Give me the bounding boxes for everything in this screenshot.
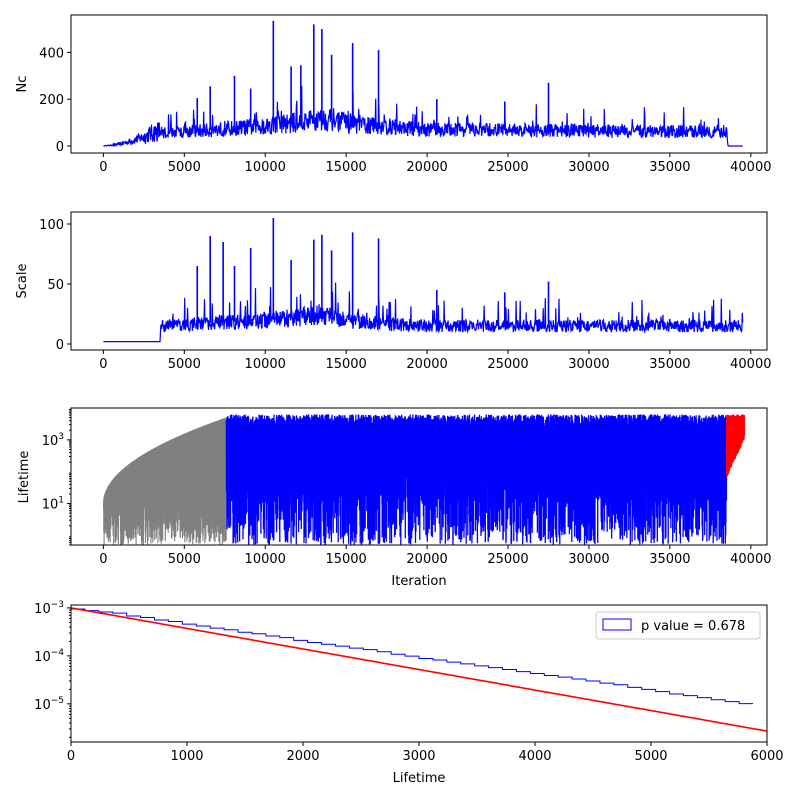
lifetime-x-ticks: 0 5000 10000 15000 20000 25000 30000 35000 40000 [99,545,771,567]
series-line [103,282,744,343]
nc-axes-frame [70,14,768,154]
x-tick-label: 40000 [730,357,771,372]
x-tick-label: 30000 [568,160,609,175]
x-tick-label: 4000 [518,749,551,764]
legend-box [595,611,761,640]
x-tick-label: 25000 [487,552,528,567]
y-tick-label: 50 [47,278,64,293]
y-tick-label: 101 [42,496,64,513]
x-tick-label: 15000 [325,160,366,175]
x-tick-label: 3000 [402,749,435,764]
x-tick-label: 10000 [245,357,286,372]
x-tick-label: 30000 [568,552,609,567]
sampling-series [225,414,728,545]
y-tick-label: 0 [56,338,64,353]
scale-y-ticks: 0 50 100 [39,218,71,353]
x-tick-label: 30000 [568,357,609,372]
x-tick-label: 20000 [406,357,447,372]
nc-x-ticks: 0 5000 10000 15000 20000 25000 30000 35000 40000 [99,153,771,175]
histogram-x-ticks: 0 1000 2000 3000 4000 5000 6000 [67,742,784,764]
x-tick-label: 0 [99,160,107,175]
end-series [725,414,746,477]
scale-x-ticks: 0 5000 10000 15000 20000 25000 30000 35000 40000 [99,350,771,372]
x-tick-label: 20000 [406,160,447,175]
lifetime-y-ticks: 101 103 [42,408,71,546]
histogram-series [71,607,767,732]
x-tick-label: 0 [67,749,75,764]
y-tick-label: 10−5 [34,696,64,713]
x-tick-label: 15000 [325,357,366,372]
x-tick-label: 0 [99,357,107,372]
scale-panel: 0 5000 10000 15000 20000 25000 30000 35000 40000… [15,211,771,372]
y-tick-label: 100 [39,218,64,233]
lifetime-series [102,414,746,545]
histogram-y-ticks: 10−5 10−4 10−3 [34,600,71,738]
legend-label: p value = 0.678 [641,619,745,634]
x-tick-label: 35000 [649,160,690,175]
y-tick-label: 10−4 [34,648,64,665]
lifetime-panel: 0 5000 10000 15000 20000 25000 30000 35000 40000… [17,407,771,589]
x-tick-label: 1000 [170,749,203,764]
x-tick-label: 0 [99,552,107,567]
x-tick-label: 2000 [286,749,319,764]
x-tick-label: 5000 [168,160,201,175]
x-tick-label: 25000 [487,357,528,372]
y-tick-label: 200 [39,93,64,108]
lifetime-y-axis-label: Lifetime [17,451,32,504]
nc-series [103,20,743,148]
y-tick-label: 400 [39,46,64,61]
x-tick-label: 6000 [750,749,783,764]
scale-series [103,218,744,343]
series-line [103,85,743,148]
fit-line [71,607,767,732]
x-tick-label: 35000 [649,357,690,372]
legend-swatch [602,618,632,631]
y-tick-label: 10−3 [34,600,64,617]
x-tick-label: 20000 [406,552,447,567]
nc-panel: 0 5000 10000 15000 20000 25000 30000 35000 40000… [15,14,771,175]
nc-y-axis-label: Nc [15,76,30,93]
legend: p value = 0.678 [595,611,761,640]
x-tick-label: 35000 [649,552,690,567]
iteration-x-axis-label: Iteration [391,574,446,589]
x-tick-label: 40000 [730,552,771,567]
y-tick-label: 103 [42,432,64,449]
histogram-steps [71,608,754,705]
histogram-panel: 0 1000 2000 3000 4000 5000 6000 10−5 10−4 10−3 L… [34,600,783,786]
x-tick-label: 15000 [325,552,366,567]
x-tick-label: 40000 [730,160,771,175]
burn-in-series [102,417,228,545]
x-tick-label: 10000 [245,552,286,567]
x-tick-label: 5000 [168,357,201,372]
scale-y-axis-label: Scale [15,264,30,299]
scale-axes-frame [70,211,768,351]
nc-y-ticks: 0 200 400 [39,46,71,155]
x-tick-label: 10000 [245,160,286,175]
x-tick-label: 5000 [168,552,201,567]
x-tick-label: 25000 [487,160,528,175]
y-tick-label: 0 [56,140,64,155]
lifetime-x-axis-label: Lifetime [393,771,446,786]
x-tick-label: 5000 [634,749,667,764]
